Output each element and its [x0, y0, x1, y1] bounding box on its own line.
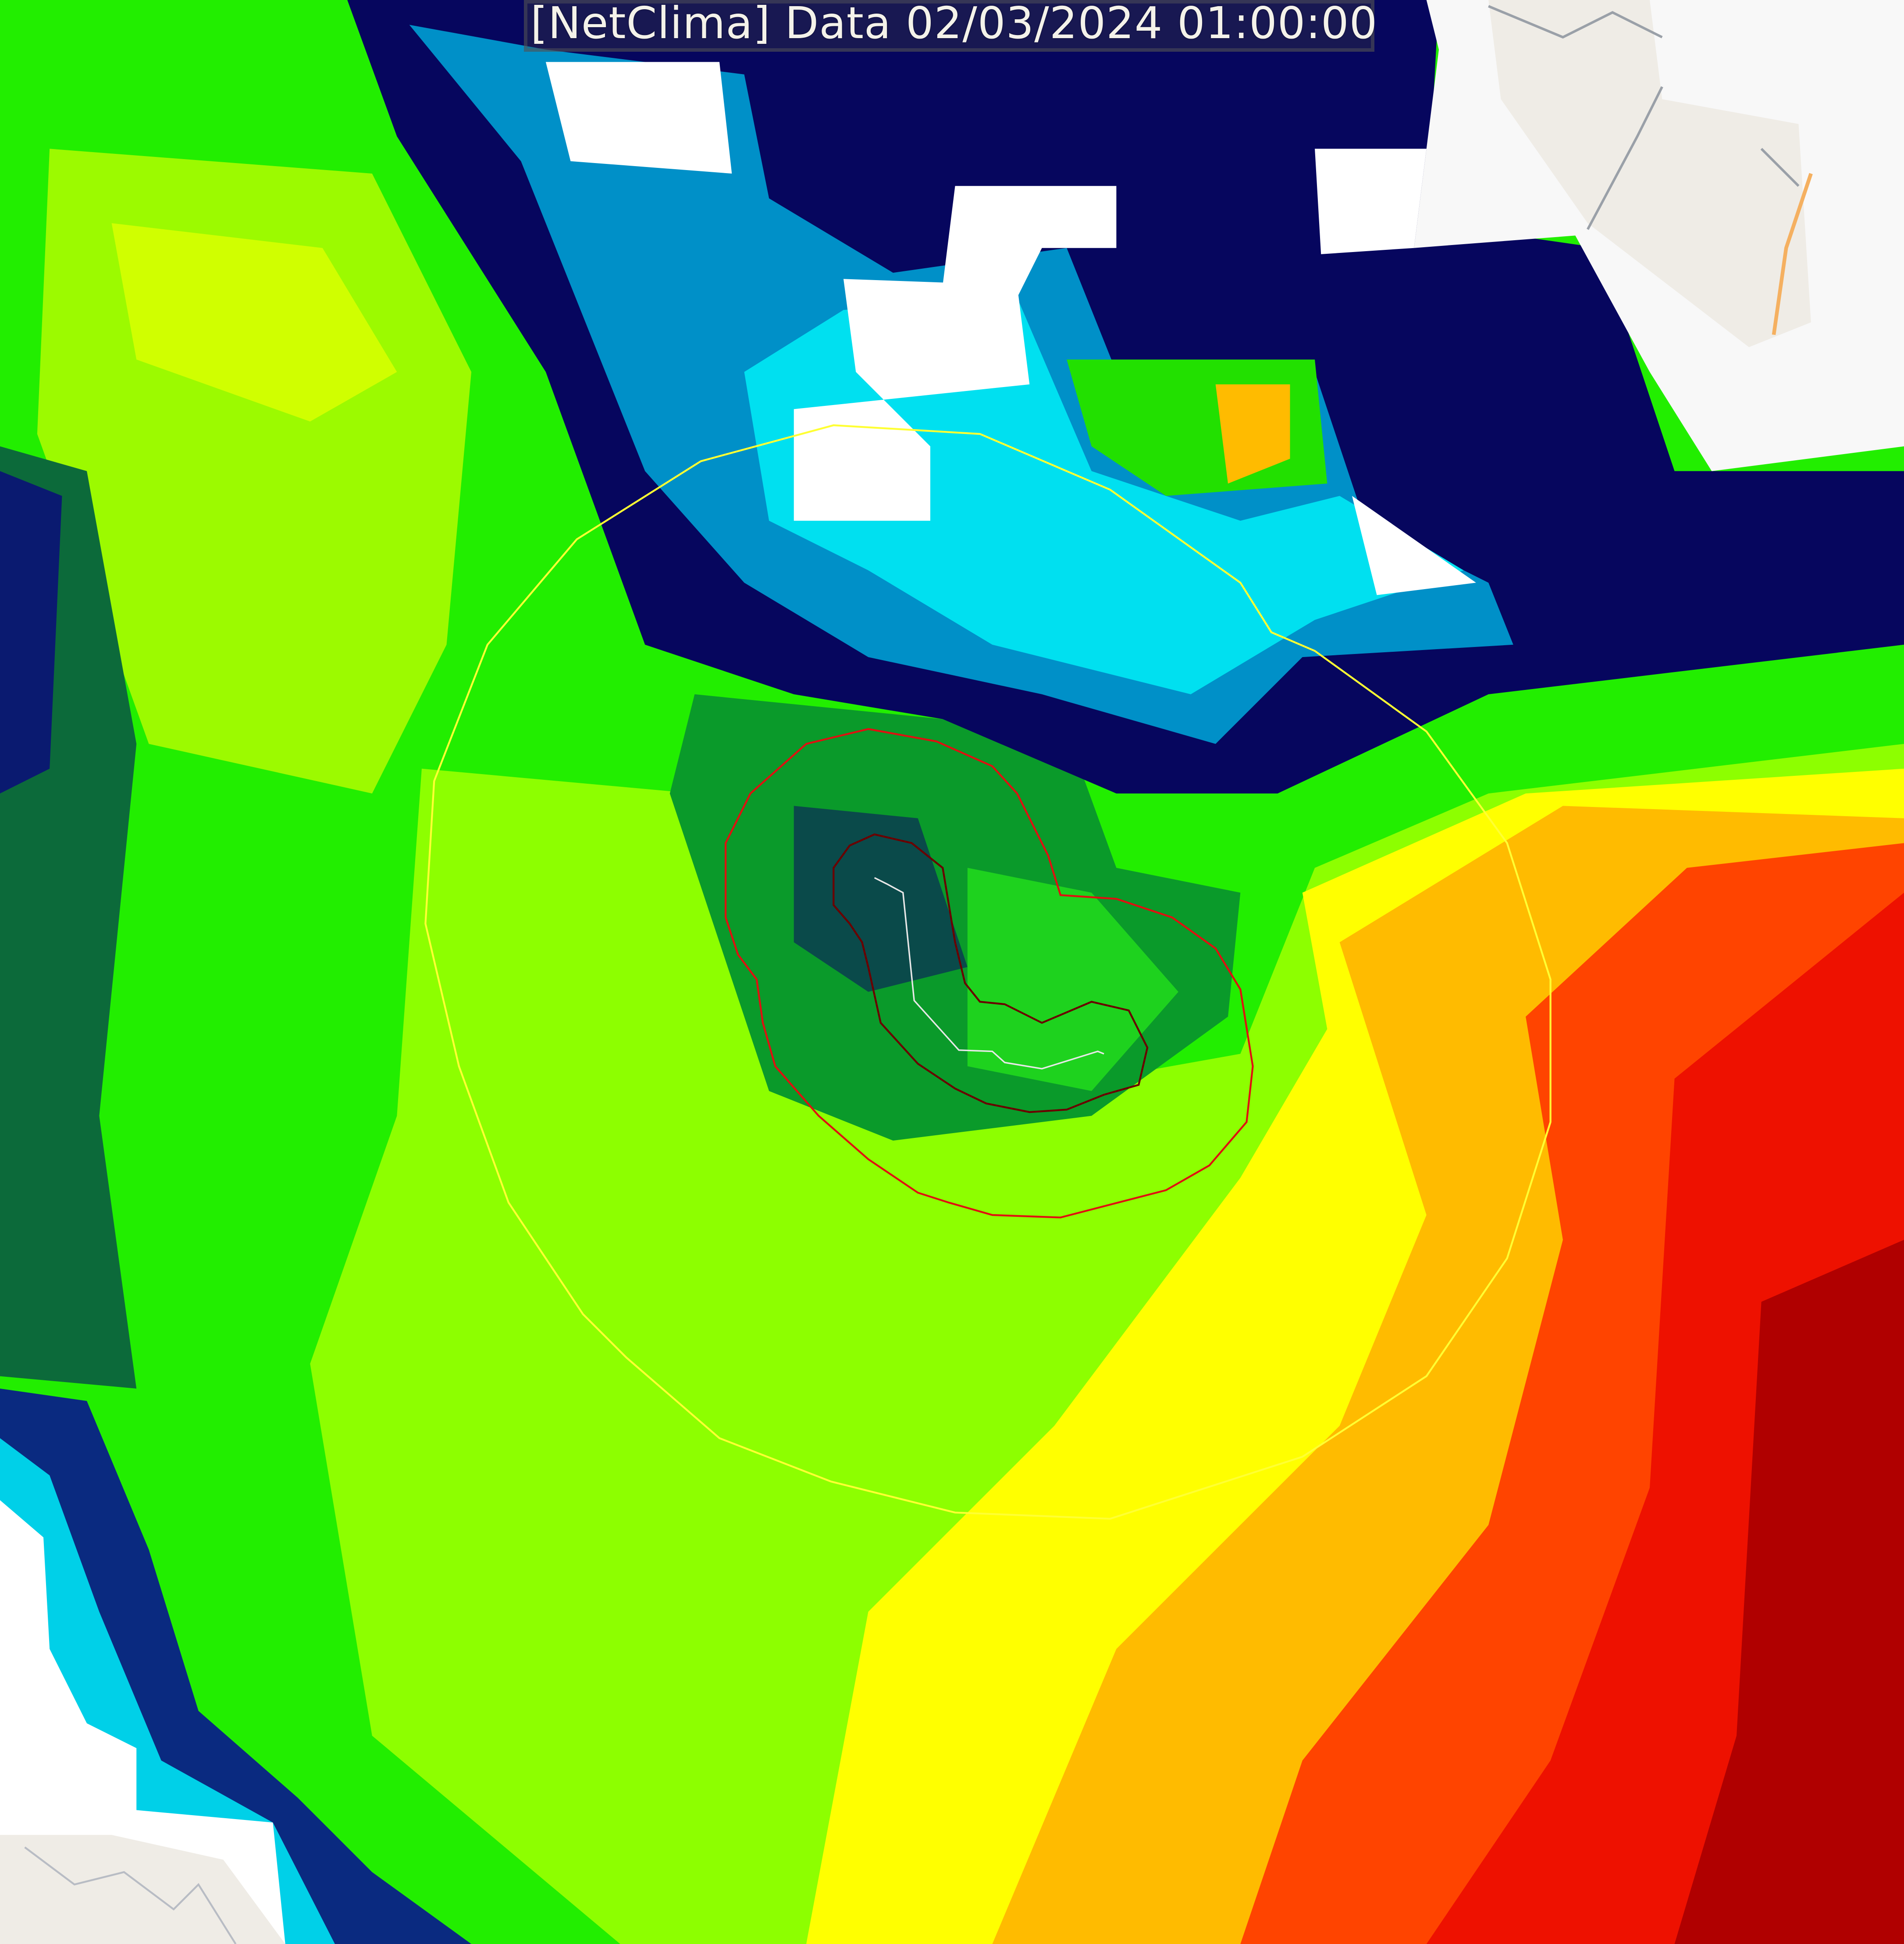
title-banner [524, 0, 1374, 52]
field-left-navy [0, 471, 62, 794]
land-topright [1488, 0, 1811, 347]
field-cyan-cloud [744, 297, 1464, 694]
field-yellowgreen-region [111, 223, 397, 422]
cloud-bottomleft [0, 1500, 285, 1944]
middle-contour [725, 728, 1254, 1219]
field-orange-pocket [1215, 384, 1290, 484]
field-green-lobe [967, 867, 1178, 1091]
border-line-bottomleft [24, 1846, 237, 1944]
storm-track [874, 877, 1104, 1070]
field-white-cloudtops [545, 62, 1476, 595]
inner-contour [833, 833, 1149, 1113]
map-title: [NetClima] Data 02/03/2024 01:00:00 [530, 0, 1378, 49]
outer-contour [424, 424, 1552, 1520]
field-darkred-region [1674, 1240, 1904, 1944]
border-line-topright [1488, 5, 1800, 230]
road-line-topright [1772, 173, 1813, 335]
land-bottomleft [0, 1835, 285, 1944]
